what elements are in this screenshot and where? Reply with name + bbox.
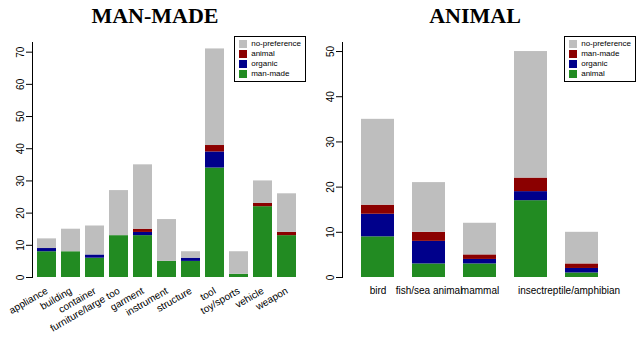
html-text:ANIMAL: ANIMAL <box>429 3 521 28</box>
html-text:animal: animal <box>251 49 275 58</box>
svg-text:50: 50 <box>325 46 336 58</box>
svg-text:bird: bird <box>370 285 387 296</box>
svg-text:70: 70 <box>15 46 26 58</box>
svg-text:garment: garment <box>108 284 146 313</box>
svg-text:reptile/amphibian: reptile/amphibian <box>544 285 620 296</box>
svg-text:toy/sports: toy/sports <box>198 284 242 317</box>
svg-text:30: 30 <box>15 175 26 187</box>
html-text:man-made: man-made <box>251 69 290 78</box>
svg-text:40: 40 <box>325 91 336 103</box>
svg-text:instrument: instrument <box>123 284 170 318</box>
svg-text:0: 0 <box>325 274 336 280</box>
svg-text:0: 0 <box>15 274 26 280</box>
svg-text:container: container <box>56 284 98 315</box>
svg-text:mammal: mammal <box>461 285 499 296</box>
svg-text:10: 10 <box>325 226 336 238</box>
html-text:no-preference: no-preference <box>581 39 631 48</box>
svg-text:20: 20 <box>15 207 26 219</box>
html-text:man-made: man-made <box>581 49 620 58</box>
svg-text:50: 50 <box>15 111 26 123</box>
html-text:organic: organic <box>581 59 608 68</box>
svg-text:furniture/large too: furniture/large too <box>48 284 122 334</box>
svg-text:insect: insect <box>518 285 544 296</box>
svg-text:appliance: appliance <box>7 284 50 316</box>
svg-text:building: building <box>38 284 74 312</box>
svg-text:40: 40 <box>15 143 26 155</box>
svg-text:60: 60 <box>15 78 26 90</box>
svg-text:weapon: weapon <box>253 285 290 313</box>
svg-text:tool: tool <box>198 284 218 303</box>
svg-text:20: 20 <box>325 181 336 193</box>
svg-text:vehicle: vehicle <box>233 284 266 310</box>
html-text:animal: animal <box>581 69 605 78</box>
svg-text:30: 30 <box>325 136 336 148</box>
svg-text:structure: structure <box>154 285 194 314</box>
html-text:organic: organic <box>251 59 278 68</box>
svg-text:10: 10 <box>15 239 26 251</box>
html-text:MAN-MADE: MAN-MADE <box>91 3 219 28</box>
html-text:no-preference: no-preference <box>251 39 301 48</box>
svg-text:fish/sea animal: fish/sea animal <box>396 285 463 296</box>
